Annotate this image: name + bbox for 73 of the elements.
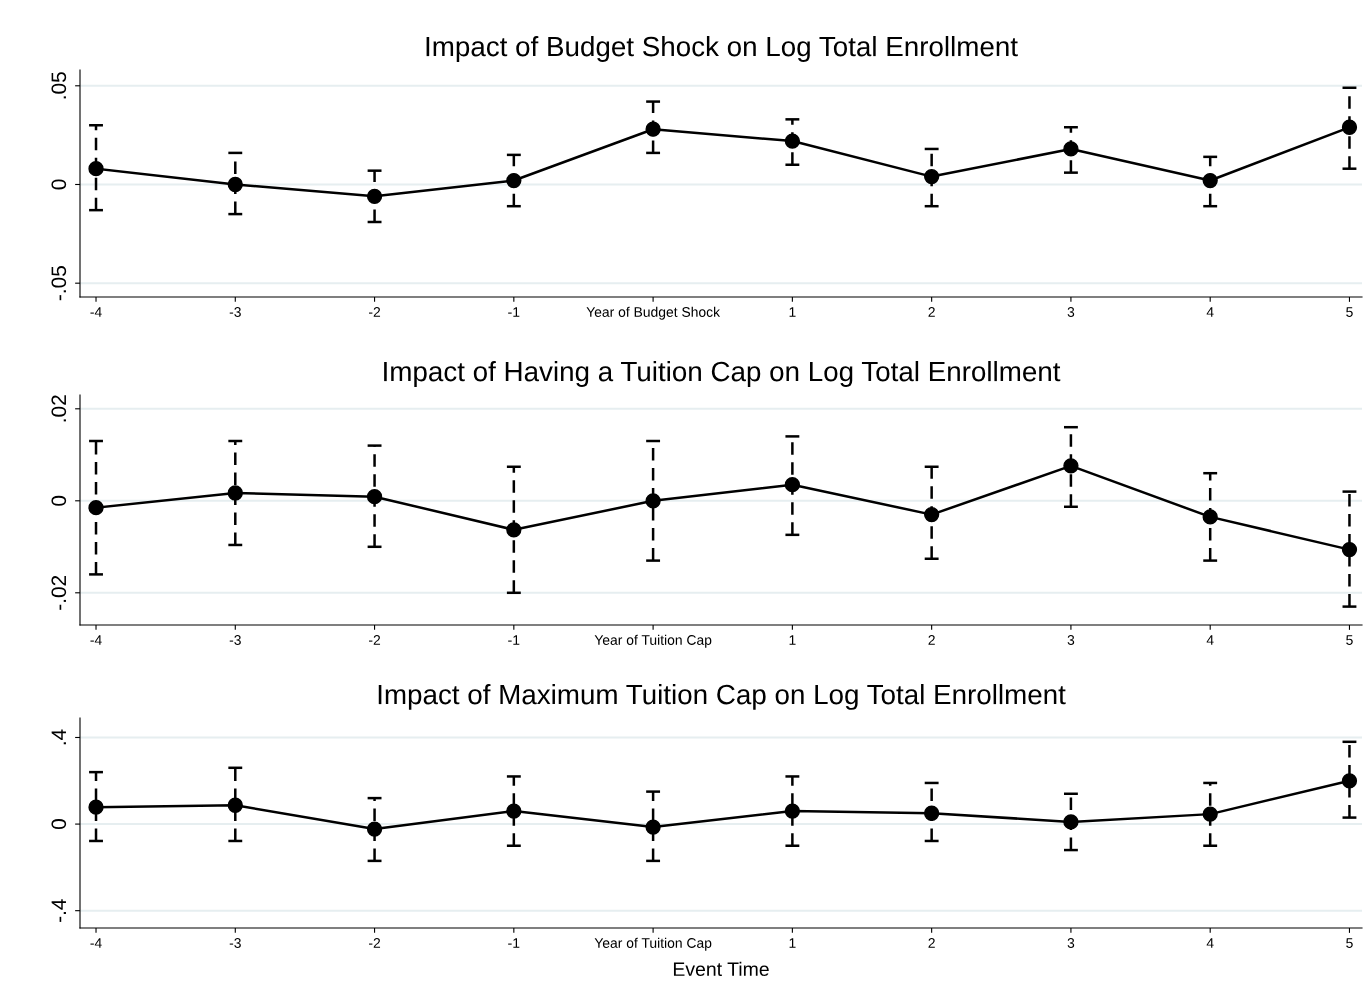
- x-tick-label: 5: [1346, 938, 1353, 948]
- point: [227, 797, 243, 813]
- point: [366, 188, 383, 204]
- y-tick-label: 0: [51, 819, 67, 830]
- point: [88, 161, 104, 177]
- point: [506, 803, 522, 819]
- point: [784, 477, 801, 493]
- x-tick-label: -3: [229, 635, 241, 645]
- y-tick-label: -.02: [51, 575, 67, 610]
- point: [645, 121, 661, 137]
- point: [1341, 541, 1358, 558]
- x-tick-label: -1: [508, 938, 520, 948]
- y-tick-label: -.4: [51, 899, 66, 922]
- y-tick-label: .05: [51, 72, 67, 99]
- y-tick-label: .4: [51, 729, 66, 745]
- point: [645, 819, 661, 835]
- x-tick-label: -4: [90, 938, 102, 948]
- point: [924, 168, 940, 185]
- x-tick-label: 4: [1206, 635, 1214, 645]
- point: [1202, 806, 1218, 822]
- x-tick-label: -4: [90, 635, 102, 645]
- x-tick-label: Year of Budget Shock: [586, 306, 721, 320]
- x-tick-label: 1: [789, 635, 796, 645]
- chart-title: Impact of Maximum Tuition Cap on Log Total Enrollment: [378, 683, 1066, 710]
- y-tick-label: 0: [51, 495, 67, 506]
- point: [1202, 509, 1218, 525]
- point: [227, 176, 243, 193]
- point: [227, 485, 243, 501]
- x-tick-label: -4: [90, 307, 102, 317]
- point: [506, 522, 522, 538]
- x-tick-label: 1: [789, 307, 796, 317]
- x-tick-label: 2: [928, 635, 935, 645]
- y-tick-label: .02: [51, 395, 67, 422]
- point: [366, 489, 383, 505]
- point: [784, 803, 801, 819]
- x-axis-title: Event Time: [673, 961, 769, 977]
- x-tick-label: -2: [369, 938, 381, 948]
- x-tick-label: -1: [508, 307, 520, 317]
- x-tick-label: 3: [1067, 938, 1075, 948]
- point: [924, 506, 940, 523]
- x-tick-label: -3: [229, 938, 241, 948]
- point: [645, 493, 661, 509]
- point: [506, 172, 522, 189]
- x-tick-label: Year of Tuition Cap: [594, 634, 712, 648]
- x-tick-label: 4: [1206, 938, 1214, 948]
- point: [88, 500, 104, 516]
- x-tick-label: 2: [928, 307, 935, 317]
- x-tick-label: 1: [789, 938, 796, 948]
- y-tick-label: -.05: [51, 266, 67, 301]
- point: [366, 821, 383, 837]
- chart-title: Impact of Having a Tuition Cap on Log Total Enrollment: [384, 360, 1061, 387]
- x-tick-label: 5: [1346, 635, 1353, 645]
- point: [88, 799, 104, 815]
- x-tick-label: 5: [1346, 307, 1353, 317]
- x-tick-label: 4: [1206, 307, 1214, 317]
- point: [1202, 172, 1218, 189]
- x-tick-label: 3: [1067, 307, 1075, 317]
- point: [784, 133, 801, 149]
- point: [1063, 141, 1079, 157]
- x-tick-label: -3: [229, 307, 241, 317]
- x-tick-label: Year of Tuition Cap: [594, 937, 712, 951]
- chart-title: Impact of Budget Shock on Log Total Enrollment: [426, 35, 1018, 62]
- point: [924, 805, 940, 821]
- x-tick-label: -2: [369, 635, 381, 645]
- x-tick-label: 2: [928, 938, 935, 948]
- point: [1341, 773, 1358, 789]
- x-tick-label: -1: [508, 635, 520, 645]
- y-tick-label: 0: [51, 179, 67, 190]
- point: [1063, 814, 1079, 830]
- x-tick-label: -2: [369, 307, 381, 317]
- point: [1341, 119, 1358, 135]
- x-tick-label: 3: [1067, 635, 1075, 645]
- point: [1063, 458, 1079, 474]
